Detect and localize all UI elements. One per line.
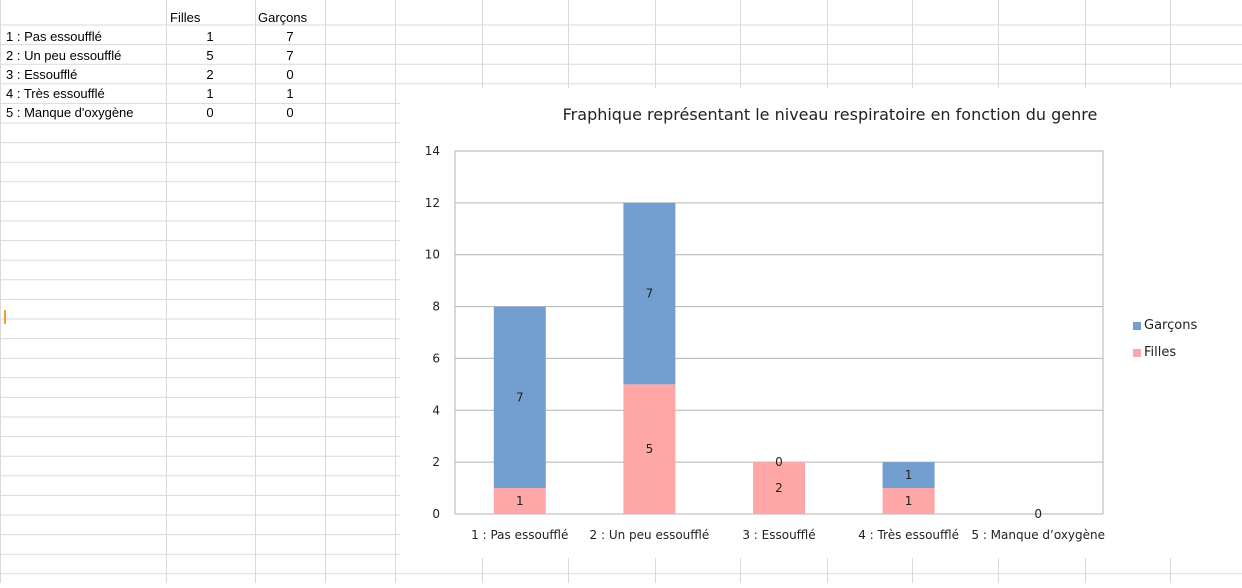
legend-item-garcons: Garçons — [1133, 318, 1197, 333]
row-label[interactable]: 2 : Un peu essoufflé — [6, 48, 122, 63]
data-label: 1 — [905, 494, 913, 508]
bar-segment-garcons — [882, 462, 935, 489]
y-tick-label: 2 — [432, 455, 440, 469]
cell-filles[interactable]: 1 — [206, 29, 214, 44]
x-tick-label: 3 : Essoufflé — [742, 528, 815, 542]
bar-segment-garcons — [493, 306, 546, 489]
x-tick-label: 1 : Pas essoufflé — [471, 528, 568, 542]
y-tick-label: 14 — [425, 144, 440, 158]
y-tick-label: 4 — [432, 403, 440, 417]
y-tick-label: 10 — [425, 248, 440, 262]
chart-title: Fraphique représentant le niveau respira… — [562, 105, 1098, 124]
row-label[interactable]: 1 : Pas essoufflé — [6, 29, 102, 44]
data-label: 5 — [646, 442, 654, 456]
data-label: 2 — [775, 481, 783, 495]
legend-label-garcons: Garçons — [1144, 318, 1198, 333]
cell-filles[interactable]: 1 — [206, 86, 214, 101]
cell-filles[interactable]: 2 — [206, 67, 214, 82]
bar-segment-filles — [493, 488, 546, 514]
bar-segment-filles — [623, 384, 676, 514]
cell-garcons[interactable]: 0 — [286, 67, 294, 82]
data-label: 1 — [905, 468, 913, 482]
cell-garcons[interactable]: 7 — [286, 48, 294, 63]
bar-segment-filles — [882, 488, 935, 514]
data-label: 0 — [1034, 507, 1042, 521]
chart-object[interactable]: Fraphique représentant le niveau respira… — [400, 88, 1242, 558]
row-label[interactable]: 5 : Manque d'oxygène — [6, 105, 134, 120]
bar-segment-garcons — [623, 202, 676, 385]
row-label[interactable]: 3 : Essoufflé — [6, 67, 78, 82]
cell-filles[interactable]: 0 — [206, 105, 214, 120]
x-tick-label: 2 : Un peu essoufflé — [590, 528, 710, 542]
cell-garcons[interactable]: 0 — [286, 105, 294, 120]
cell-cursor-marker — [4, 310, 6, 324]
data-label: 1 — [516, 494, 524, 508]
bar-segment-filles — [753, 462, 805, 514]
y-tick-label: 0 — [432, 507, 440, 521]
cell-garcons[interactable]: 1 — [286, 86, 294, 101]
legend-swatch-garcons — [1133, 321, 1141, 330]
cell-filles[interactable]: 5 — [206, 48, 214, 63]
legend-label-filles: Filles — [1144, 345, 1177, 360]
y-tick-label: 12 — [425, 196, 440, 210]
data-label: 7 — [646, 287, 654, 301]
row-label[interactable]: 4 : Très essoufflé — [6, 86, 105, 101]
data-label: 7 — [516, 390, 524, 404]
data-label: 0 — [775, 455, 783, 469]
y-tick-label: 8 — [432, 300, 440, 314]
header-filles: Filles — [170, 10, 201, 25]
y-tick-label: 6 — [432, 351, 440, 365]
cell-garcons[interactable]: 7 — [286, 29, 294, 44]
header-garcons: Garçons — [258, 10, 308, 25]
legend-swatch-filles — [1133, 348, 1141, 357]
x-tick-label: 4 : Très essoufflé — [858, 528, 959, 542]
legend-item-filles: Filles — [1133, 345, 1176, 360]
x-tick-label: 5 : Manque d’oxygène — [971, 528, 1105, 542]
